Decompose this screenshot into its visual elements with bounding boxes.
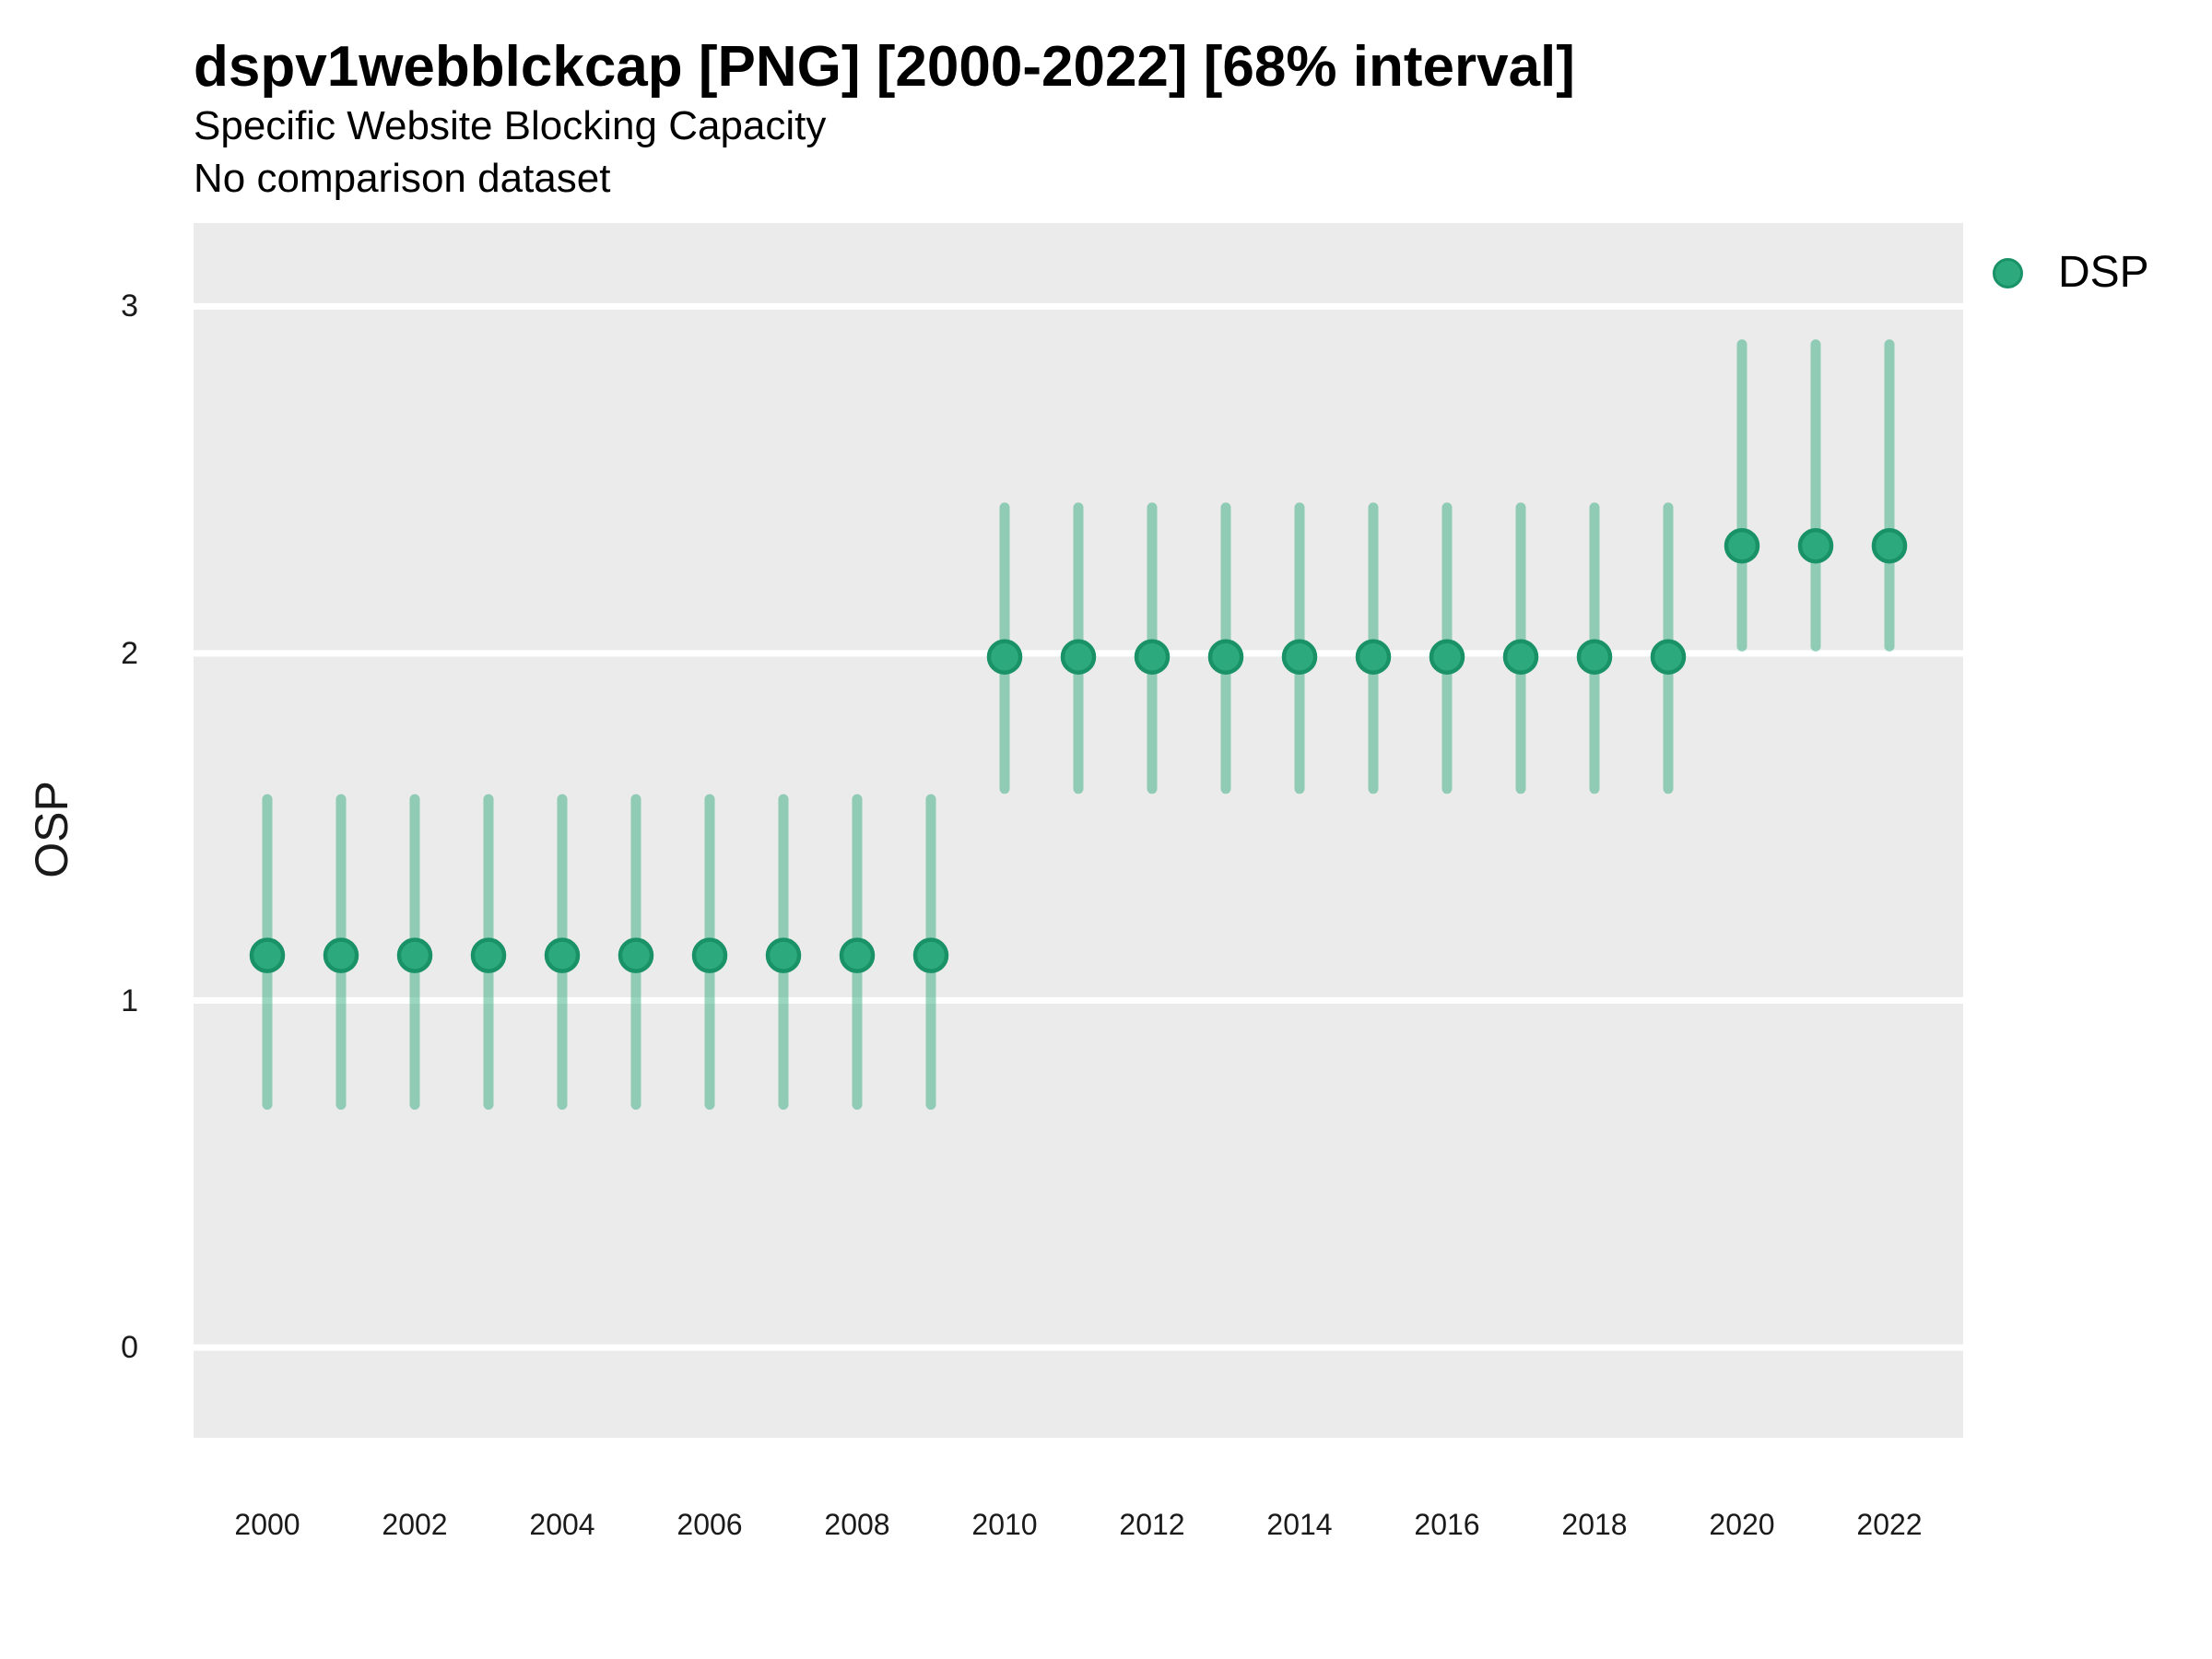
data-point-2014 <box>1281 639 1318 675</box>
plot-panel <box>194 223 1963 1438</box>
legend-point-icon <box>1993 257 2023 288</box>
legend: DSP <box>1993 251 2149 295</box>
chart-subtitle: Specific Website Blocking Capacity <box>194 103 827 148</box>
plot-svg <box>194 302 1963 1351</box>
data-point-2012 <box>1134 639 1171 675</box>
data-point-2002 <box>396 937 433 973</box>
data-point-2006 <box>691 937 728 973</box>
x-tick-label-2004: 2004 <box>529 1508 595 1541</box>
x-tick-label-2000: 2000 <box>234 1508 300 1541</box>
data-point-2019 <box>1650 639 1687 675</box>
gridline-y-1 <box>194 997 1963 1004</box>
gridline-y-3 <box>194 302 1963 310</box>
x-tick-label-2022: 2022 <box>1856 1508 1923 1541</box>
gridline-y-0 <box>194 1344 1963 1351</box>
data-point-2013 <box>1207 639 1244 675</box>
x-tick-label-2010: 2010 <box>971 1508 1038 1541</box>
y-tick-label-1: 1 <box>121 982 138 1018</box>
data-point-2007 <box>765 937 802 973</box>
data-point-2015 <box>1355 639 1392 675</box>
data-point-2004 <box>544 937 581 973</box>
chart-note: No comparison dataset <box>194 156 611 201</box>
y-tick-label-3: 3 <box>121 288 138 324</box>
data-point-2022 <box>1871 527 1908 564</box>
data-point-2020 <box>1724 527 1760 564</box>
x-tick-label-2016: 2016 <box>1414 1508 1480 1541</box>
data-point-2017 <box>1502 639 1539 675</box>
data-point-2010 <box>986 639 1023 675</box>
chart-title: dspv1webblckcap [PNG] [2000-2022] [68% i… <box>194 35 1575 99</box>
x-tick-label-2014: 2014 <box>1266 1508 1333 1541</box>
data-point-2011 <box>1060 639 1097 675</box>
y-axis-title: OSP <box>26 781 77 878</box>
legend-label: DSP <box>2058 248 2149 297</box>
y-tick-label-0: 0 <box>121 1330 138 1366</box>
x-tick-label-2012: 2012 <box>1119 1508 1185 1541</box>
data-point-2009 <box>912 937 949 973</box>
data-point-2021 <box>1797 527 1834 564</box>
x-tick-label-2020: 2020 <box>1709 1508 1775 1541</box>
x-tick-label-2006: 2006 <box>677 1508 743 1541</box>
x-tick-label-2018: 2018 <box>1561 1508 1628 1541</box>
x-tick-label-2008: 2008 <box>824 1508 890 1541</box>
x-tick-label-2002: 2002 <box>382 1508 448 1541</box>
y-tick-label-2: 2 <box>121 635 138 671</box>
data-point-2001 <box>323 937 359 973</box>
data-point-2003 <box>470 937 507 973</box>
data-point-2016 <box>1429 639 1465 675</box>
data-point-2008 <box>839 937 876 973</box>
data-point-2000 <box>249 937 286 973</box>
data-point-2018 <box>1576 639 1613 675</box>
data-point-2005 <box>618 937 654 973</box>
